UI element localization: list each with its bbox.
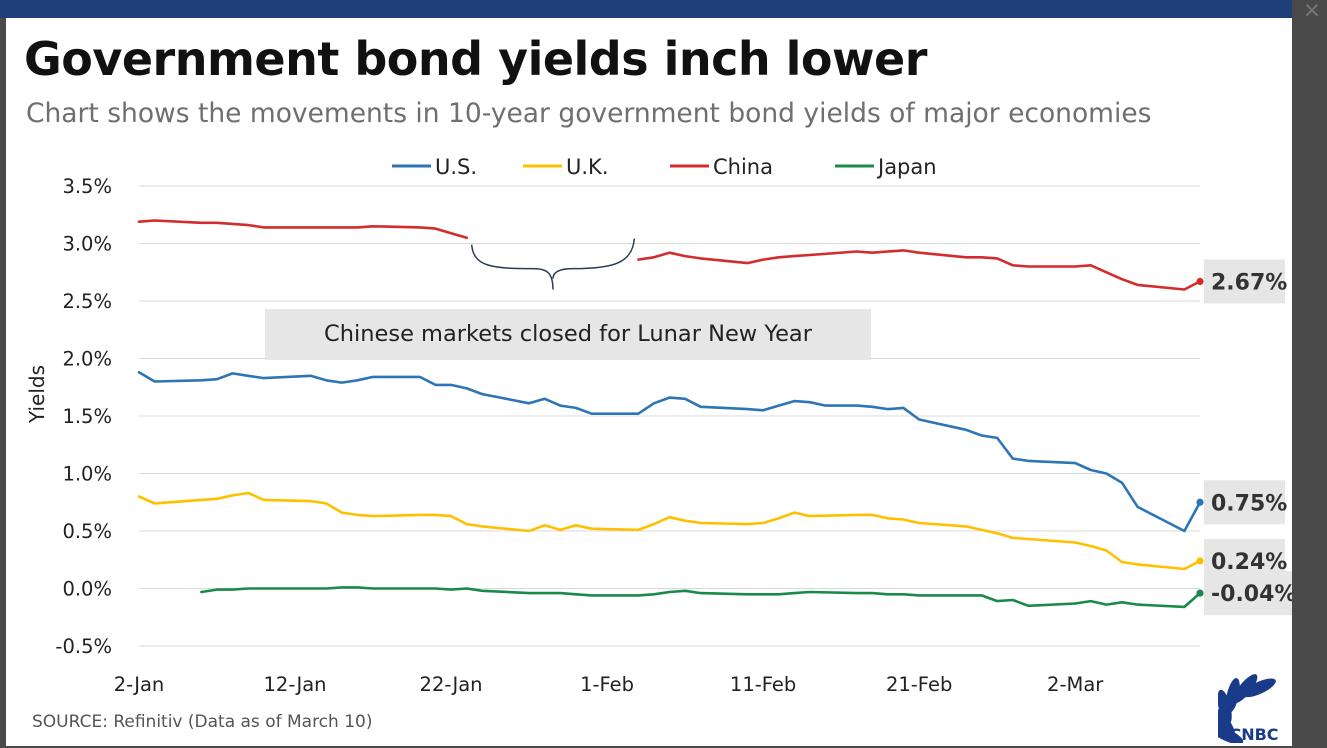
- series-end-point-3: [1196, 589, 1204, 597]
- chart-subtitle: Chart shows the movements in 10-year gov…: [26, 98, 1152, 129]
- y-tick-label: 2.5%: [62, 290, 112, 313]
- x-tick-label: 2-Jan: [114, 673, 165, 696]
- chart-title: Government bond yields inch lower: [24, 32, 927, 86]
- x-tick-label: 1-Feb: [580, 673, 634, 696]
- source-note: SOURCE: Refinitiv (Data as of March 10): [32, 712, 373, 732]
- series-line-3: [200, 586, 1202, 609]
- cnbc-logo-text: CNBC: [1229, 725, 1278, 743]
- axis-tick-labels: 3.5% 3.0% 2.5% 2.0% 1.5% 1.0% 0.5% 0.0% -0.5%2-J…: [25, 175, 1104, 696]
- y-tick-label: 2.0%: [62, 348, 112, 371]
- annotation-text: Chinese markets closed for Lunar New Yea…: [324, 321, 813, 347]
- end-value-label-1: 0.24%: [1211, 550, 1287, 575]
- chart-card: Government bond yields inch lower Chart …: [6, 18, 1292, 746]
- brace-path: [470, 238, 636, 290]
- end-label-box-2: [1204, 259, 1285, 304]
- y-tick-label: 3.5%: [62, 175, 112, 198]
- series-line-0: [137, 370, 1202, 533]
- y-tick-label: 1.0%: [62, 463, 112, 486]
- end-value-label-2: 2.67%: [1211, 270, 1287, 295]
- x-tick-label: 21-Feb: [886, 673, 952, 696]
- series-line-2: [636, 249, 1202, 291]
- end-value-labels: 0.75% 0.24% 2.67% -0.04%: [1204, 259, 1292, 616]
- series-lines: [137, 219, 1204, 609]
- line-chart: 3.5% 3.0% 2.5% 2.0% 1.5% 1.0% 0.5% 0.0% -0.5%2-J…: [25, 155, 1292, 696]
- annotation-box: [265, 309, 871, 360]
- x-tick-label: 22-Jan: [420, 673, 483, 696]
- x-tick-label: 12-Jan: [264, 673, 327, 696]
- end-value-label-3: -0.04%: [1211, 582, 1292, 607]
- annotation: Chinese markets closed for Lunar New Yea…: [265, 309, 871, 360]
- x-tick-label: 2-Mar: [1047, 673, 1104, 696]
- legend: U.S. U.K. China Japan: [392, 155, 937, 179]
- y-tick-label: 3.0%: [62, 233, 112, 256]
- lunar-new-year-brace: [470, 238, 636, 290]
- top-window-bar: [0, 0, 1292, 18]
- y-tick-label: 1.5%: [62, 405, 112, 428]
- close-icon[interactable]: ×: [1302, 0, 1322, 23]
- y-tick-label: -0.5%: [55, 635, 112, 658]
- legend-label-3: Japan: [876, 155, 937, 179]
- y-tick-label: 0.5%: [62, 520, 112, 543]
- cnbc-peacock-logo: CNBC: [1218, 674, 1279, 743]
- legend-label-2: China: [713, 155, 773, 179]
- end-label-box-3: [1204, 571, 1292, 616]
- end-value-label-0: 0.75%: [1211, 491, 1287, 516]
- end-label-box-0: [1204, 480, 1285, 525]
- y-tick-label: 0.0%: [62, 578, 112, 601]
- series-end-point-0: [1196, 498, 1204, 506]
- series-line-2: [137, 219, 469, 240]
- series-end-point-2: [1196, 277, 1204, 286]
- series-end-point-1: [1196, 557, 1204, 565]
- legend-label-0: U.S.: [435, 155, 477, 179]
- gridlines: [139, 185, 1200, 647]
- y-axis-label: Yields: [25, 365, 49, 424]
- x-tick-label: 11-Feb: [730, 673, 796, 696]
- legend-label-1: U.K.: [566, 155, 609, 179]
- series-line-1: [137, 491, 1202, 571]
